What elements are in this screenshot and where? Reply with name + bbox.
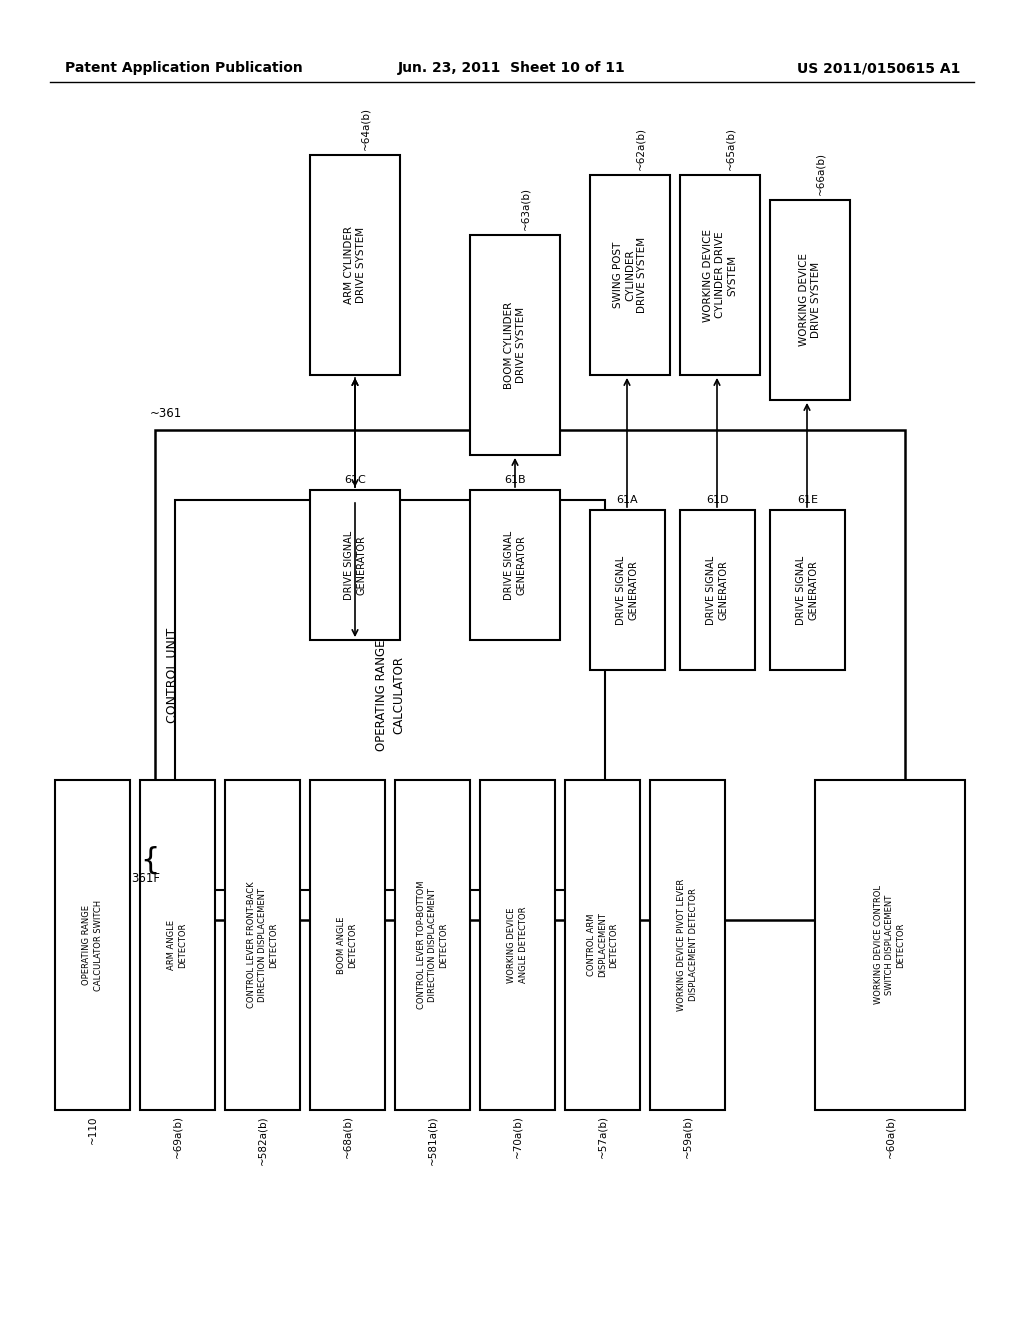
Bar	[310, 154, 400, 375]
Bar	[470, 235, 560, 455]
Text: WORKING DEVICE
DRIVE SYSTEM: WORKING DEVICE DRIVE SYSTEM	[799, 253, 821, 346]
Bar	[815, 780, 965, 1110]
Text: ~59a(b): ~59a(b)	[683, 1115, 692, 1158]
Text: ~582a(b): ~582a(b)	[257, 1115, 267, 1164]
Text: ARM ANGLE
DETECTOR: ARM ANGLE DETECTOR	[168, 920, 187, 970]
Text: WORKING DEVICE
ANGLE DETECTOR: WORKING DEVICE ANGLE DETECTOR	[508, 907, 527, 983]
Bar	[650, 780, 725, 1110]
Text: 61B: 61B	[504, 475, 525, 484]
Text: ~69a(b): ~69a(b)	[172, 1115, 182, 1158]
Bar	[590, 510, 665, 671]
Bar	[175, 500, 605, 890]
Text: DRIVE SIGNAL
GENERATOR: DRIVE SIGNAL GENERATOR	[616, 556, 639, 624]
Text: DRIVE SIGNAL
GENERATOR: DRIVE SIGNAL GENERATOR	[504, 531, 526, 599]
Text: OPERATING RANGE
CALCULATOR: OPERATING RANGE CALCULATOR	[375, 639, 406, 751]
Bar	[770, 510, 845, 671]
Text: BOOM CYLINDER
DRIVE SYSTEM: BOOM CYLINDER DRIVE SYSTEM	[504, 301, 526, 388]
Text: WORKING DEVICE
CYLINDER DRIVE
SYSTEM: WORKING DEVICE CYLINDER DRIVE SYSTEM	[702, 228, 737, 322]
Text: ~110: ~110	[87, 1115, 97, 1143]
Text: DRIVE SIGNAL
GENERATOR: DRIVE SIGNAL GENERATOR	[344, 531, 367, 599]
Bar	[565, 780, 640, 1110]
Text: CONTROL LEVER FRONT-BACK
DIRECTION DISPLACEMENT
DETECTOR: CONTROL LEVER FRONT-BACK DIRECTION DISPL…	[247, 882, 279, 1008]
Text: CONTROL LEVER TOP-BOTTOM
DIRECTION DISPLACEMENT
DETECTOR: CONTROL LEVER TOP-BOTTOM DIRECTION DISPL…	[417, 880, 449, 1010]
Text: ~57a(b): ~57a(b)	[597, 1115, 607, 1158]
Text: WORKING DEVICE PIVOT LEVER
DISPLACEMENT DETECTOR: WORKING DEVICE PIVOT LEVER DISPLACEMENT …	[678, 879, 697, 1011]
Text: ~581a(b): ~581a(b)	[427, 1115, 437, 1164]
Text: OPERATING RANGE
CALCULATOR SWITCH: OPERATING RANGE CALCULATOR SWITCH	[83, 899, 102, 990]
Bar	[470, 490, 560, 640]
Text: CONTROL ARM
DISPLACEMENT
DETECTOR: CONTROL ARM DISPLACEMENT DETECTOR	[587, 912, 618, 977]
Text: Jun. 23, 2011  Sheet 10 of 11: Jun. 23, 2011 Sheet 10 of 11	[398, 61, 626, 75]
Bar	[310, 780, 385, 1110]
Text: 61C: 61C	[344, 475, 366, 484]
Text: DRIVE SIGNAL
GENERATOR: DRIVE SIGNAL GENERATOR	[707, 556, 729, 624]
Text: 361F: 361F	[131, 873, 160, 884]
Text: ~64a(b): ~64a(b)	[360, 107, 370, 150]
Bar	[590, 176, 670, 375]
Text: BOOM ANGLE
DETECTOR: BOOM ANGLE DETECTOR	[338, 916, 357, 974]
Bar	[155, 430, 905, 920]
Bar	[395, 780, 470, 1110]
Bar	[55, 780, 130, 1110]
Bar	[140, 780, 215, 1110]
Text: ~68a(b): ~68a(b)	[342, 1115, 352, 1158]
Text: DRIVE SIGNAL
GENERATOR: DRIVE SIGNAL GENERATOR	[797, 556, 819, 624]
Text: CONTROL UNIT: CONTROL UNIT	[167, 627, 179, 722]
Text: Patent Application Publication: Patent Application Publication	[65, 61, 303, 75]
Text: 61D: 61D	[707, 495, 729, 506]
Bar	[310, 490, 400, 640]
Text: 61E: 61E	[797, 495, 818, 506]
Text: ~62a(b): ~62a(b)	[635, 127, 645, 170]
Text: ~60a(b): ~60a(b)	[885, 1115, 895, 1158]
Bar	[680, 176, 760, 375]
Text: ~63a(b): ~63a(b)	[520, 187, 530, 230]
Text: {: {	[140, 846, 160, 874]
Bar	[770, 201, 850, 400]
Text: ARM CYLINDER
DRIVE SYSTEM: ARM CYLINDER DRIVE SYSTEM	[344, 226, 367, 304]
Bar	[480, 780, 555, 1110]
Text: ~65a(b): ~65a(b)	[725, 127, 735, 170]
Bar	[225, 780, 300, 1110]
Bar	[680, 510, 755, 671]
Text: ~66a(b): ~66a(b)	[815, 152, 825, 195]
Text: 61A: 61A	[616, 495, 638, 506]
Text: US 2011/0150615 A1: US 2011/0150615 A1	[797, 61, 961, 75]
Text: ~70a(b): ~70a(b)	[512, 1115, 522, 1158]
Text: ~361: ~361	[150, 407, 182, 420]
Text: SWING POST
CYLINDER
DRIVE SYSTEM: SWING POST CYLINDER DRIVE SYSTEM	[612, 236, 647, 313]
Text: WORKING DEVICE CONTROL
SWITCH DISPLACEMENT
DETECTOR: WORKING DEVICE CONTROL SWITCH DISPLACEME…	[874, 886, 905, 1005]
